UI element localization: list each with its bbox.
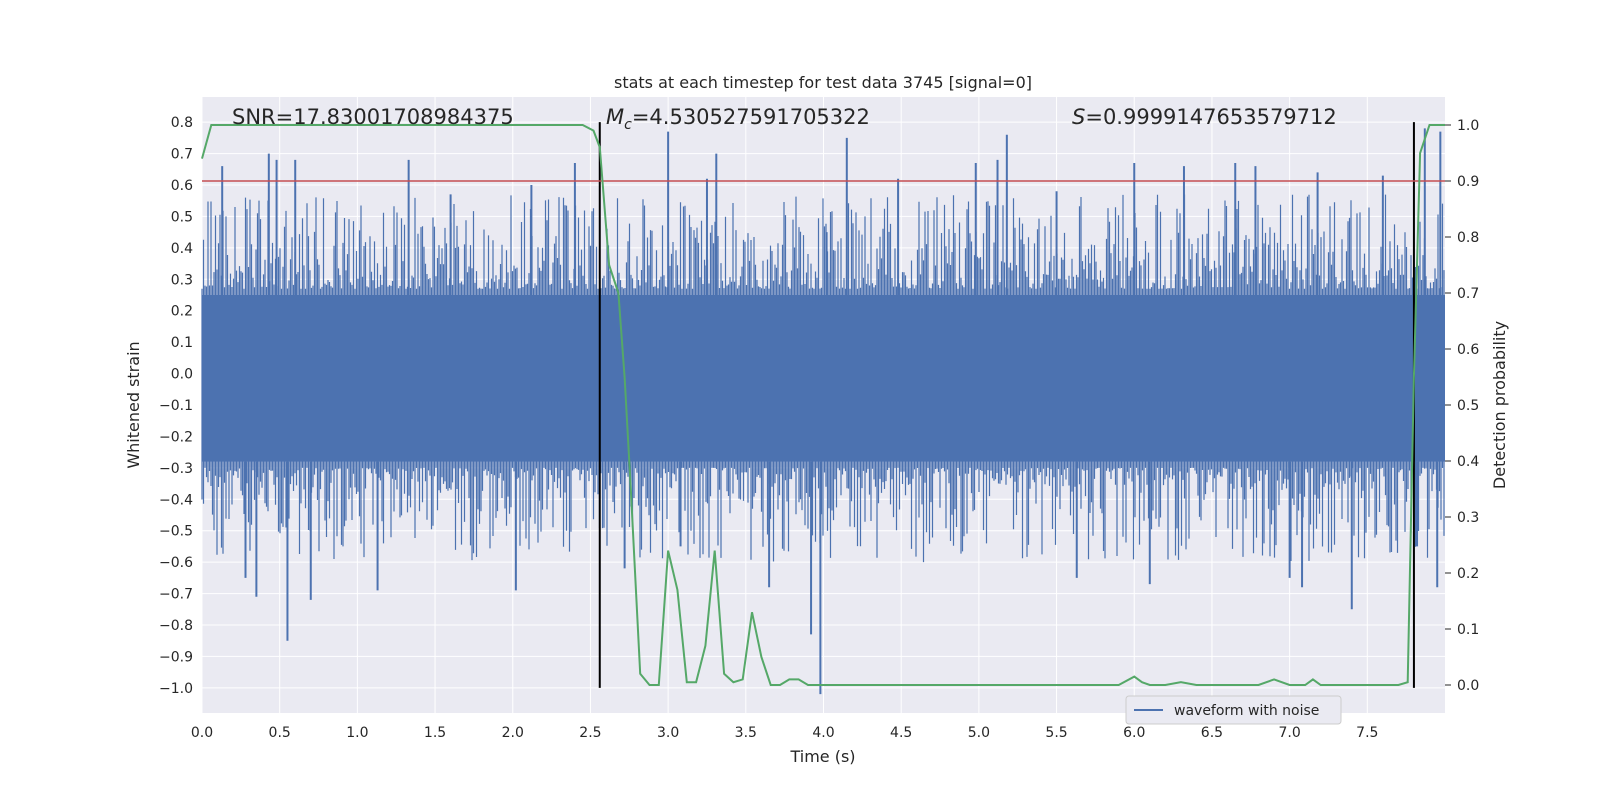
chirp-mass-value: =4.530527591705322 — [632, 105, 870, 129]
chirp-mass-symbol: M — [606, 105, 624, 129]
y-tick-label: −0.7 — [159, 587, 193, 603]
y-tick-label: −0.4 — [159, 492, 193, 508]
y-tick-label: 0.0 — [171, 367, 193, 383]
x-tick-label: 7.0 — [1278, 725, 1300, 741]
waveform-series — [201, 128, 1445, 695]
x-tick-label: 0.0 — [191, 725, 213, 741]
y-tick-label: −0.1 — [159, 398, 193, 414]
y2-tick-label: 0.4 — [1457, 454, 1479, 470]
legend: waveform with noise — [1125, 695, 1342, 725]
y-tick-label: 0.2 — [171, 304, 193, 320]
y-tick-label: 0.1 — [171, 335, 193, 351]
x-axis-ticks: 0.0 0.5 1.0 1.5 2.0 2.5 3.0 3.5 4.0 4.5 5.0 5.5 6.0 6… — [191, 725, 1379, 741]
y-tick-label: 0.5 — [171, 209, 193, 225]
x-axis-label: Time (s) — [789, 747, 855, 766]
detection-probability-line — [201, 124, 1445, 686]
y2-tick-label: 1.0 — [1457, 118, 1479, 134]
x-tick-label: 3.0 — [657, 725, 679, 741]
x-tick-label: 7.5 — [1356, 725, 1378, 741]
y2-axis-ticks: 1.0 0.9 0.8 0.7 0.6 0.5 0.4 0.3 0.2 0.1 0.0 — [1445, 118, 1479, 694]
x-tick-label: 0.5 — [269, 725, 291, 741]
x-tick-label: 5.0 — [968, 725, 990, 741]
y-tick-label: 0.7 — [171, 147, 193, 163]
y2-tick-label: 0.2 — [1457, 566, 1479, 582]
x-tick-label: 2.0 — [502, 725, 524, 741]
snr-annotation: SNR=17.83001708984375 — [232, 105, 514, 129]
x-tick-label: 4.5 — [890, 725, 912, 741]
y-tick-label: −0.9 — [159, 649, 193, 665]
y-tick-label: −0.5 — [159, 524, 193, 540]
y-tick-label: 0.6 — [171, 178, 193, 194]
y2-tick-label: 0.1 — [1457, 622, 1479, 638]
x-tick-label: 3.5 — [735, 725, 757, 741]
chirp-mass-annotation: Mc=4.530527591705322 — [606, 105, 870, 133]
waveform-trace — [201, 194, 1445, 563]
y-tick-label: −0.6 — [159, 555, 193, 571]
chart-title: stats at each timestep for test data 374… — [614, 73, 1032, 92]
y-tick-label: −0.2 — [159, 429, 193, 445]
y-tick-label: −1.0 — [159, 681, 193, 697]
y-tick-label: 0.4 — [171, 241, 193, 257]
y-tick-label: 0.3 — [171, 272, 193, 288]
chirp-mass-subscript: c — [624, 117, 632, 133]
y-axis-ticks: 0.8 0.7 0.6 0.5 0.4 0.3 0.2 0.1 0.0 −0.1 −0.2 −0.3 −… — [159, 115, 193, 697]
s-statistic-annotation: S=0.9999147653579712 — [1072, 105, 1337, 129]
y2-tick-label: 0.5 — [1457, 398, 1479, 414]
y-tick-label: −0.3 — [159, 461, 193, 477]
y-axis-label: Whitened strain — [124, 341, 143, 468]
y2-tick-label: 0.3 — [1457, 510, 1479, 526]
x-tick-label: 1.5 — [424, 725, 446, 741]
x-tick-label: 1.0 — [346, 725, 368, 741]
y2-axis-label: Detection probability — [1490, 321, 1509, 489]
legend-box — [1125, 695, 1342, 725]
y2-tick-label: 0.6 — [1457, 342, 1479, 358]
x-tick-label: 4.0 — [812, 725, 834, 741]
y-tick-label: −0.8 — [159, 618, 193, 634]
y2-tick-label: 0.0 — [1457, 678, 1479, 694]
x-tick-label: 6.0 — [1123, 725, 1145, 741]
x-tick-label: 6.5 — [1201, 725, 1223, 741]
y-tick-label: 0.8 — [171, 115, 193, 131]
detection-probability-series — [201, 124, 1445, 686]
y2-tick-label: 0.9 — [1457, 174, 1479, 190]
x-tick-label: 2.5 — [579, 725, 601, 741]
s-value: =0.9999147653579712 — [1085, 105, 1336, 129]
y2-tick-label: 0.8 — [1457, 230, 1479, 246]
x-tick-label: 5.5 — [1045, 725, 1067, 741]
y2-tick-label: 0.7 — [1457, 286, 1479, 302]
s-symbol: S — [1072, 105, 1085, 129]
legend-label: waveform with noise — [1174, 703, 1319, 719]
